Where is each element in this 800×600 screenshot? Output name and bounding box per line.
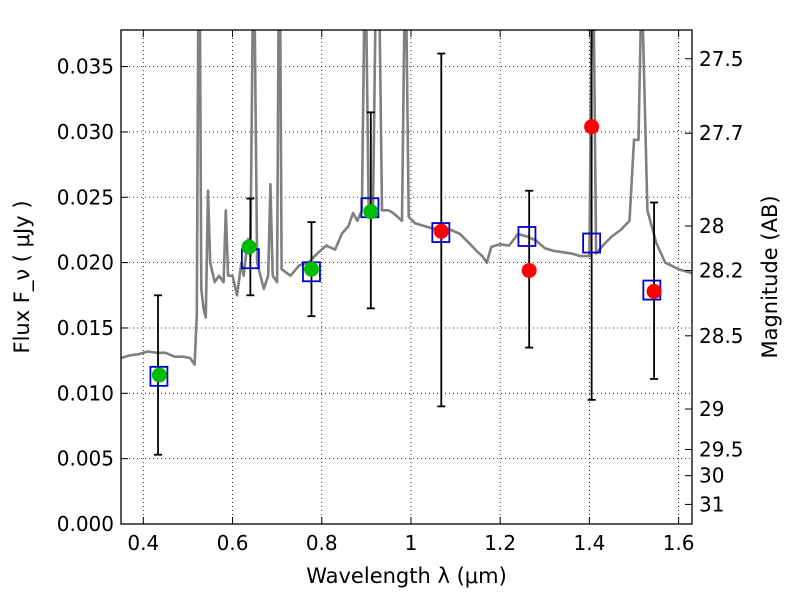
y-tick-label: 0.020 — [57, 251, 114, 275]
y-axis-label: Flux F_ν ( μJy ) — [10, 200, 35, 353]
y2-tick-label: 27.7 — [699, 121, 744, 145]
photometry-point — [363, 204, 379, 220]
y-tick-label: 0.025 — [57, 185, 114, 209]
x-tick-label: 0.6 — [217, 531, 249, 555]
y2-tick-label: 28 — [699, 214, 724, 238]
y2-tick-label: 27.5 — [699, 47, 744, 71]
y-tick-label: 0.035 — [57, 55, 114, 79]
plot-frame — [120, 29, 693, 525]
photometry-point — [646, 283, 662, 299]
x-tick-label: 1.2 — [484, 531, 516, 555]
x-tick-label: 1.6 — [663, 531, 695, 555]
model-square-point — [517, 226, 537, 247]
y-tick-label: 0.015 — [57, 316, 114, 340]
y2-axis-label: Magnitude (AB) — [758, 195, 782, 358]
x-tick-label: 1 — [405, 531, 418, 555]
photometry-point — [151, 367, 167, 383]
axis-ticks: 0.4 0.6 0.8 1 1.2 1.4 1.6 0.000 0.005 0.010 0.015 0… — [57, 30, 744, 555]
model-square-point — [431, 222, 451, 243]
x-tick-label: 1.4 — [573, 531, 605, 555]
photometry-point — [433, 223, 449, 239]
model-square-point — [149, 365, 169, 387]
y2-tick-label: 29.5 — [699, 438, 744, 462]
y2-tick-label: 31 — [699, 492, 724, 516]
x-tick-label: 0.8 — [306, 531, 338, 555]
y2-tick-label: 30 — [699, 464, 724, 488]
photometry-point — [241, 239, 257, 255]
y-tick-label: 0.010 — [57, 381, 114, 405]
y2-tick-label: 29 — [699, 397, 724, 421]
y2-tick-label: 28.2 — [699, 258, 744, 282]
y-tick-label: 0.005 — [57, 447, 114, 471]
photometry-point — [521, 262, 537, 278]
plot-area — [121, 30, 692, 456]
x-tick-label: 0.4 — [127, 531, 159, 555]
y-tick-label: 0.000 — [57, 512, 114, 536]
photometry-point — [303, 261, 319, 277]
y-tick-label: 0.030 — [57, 120, 114, 144]
x-axis-label: Wavelength λ (μm) — [306, 564, 507, 588]
spectrum-line — [121, 30, 692, 366]
model-square-point — [582, 232, 602, 254]
y2-tick-label: 28.5 — [699, 324, 744, 348]
photometry-point — [584, 119, 600, 135]
